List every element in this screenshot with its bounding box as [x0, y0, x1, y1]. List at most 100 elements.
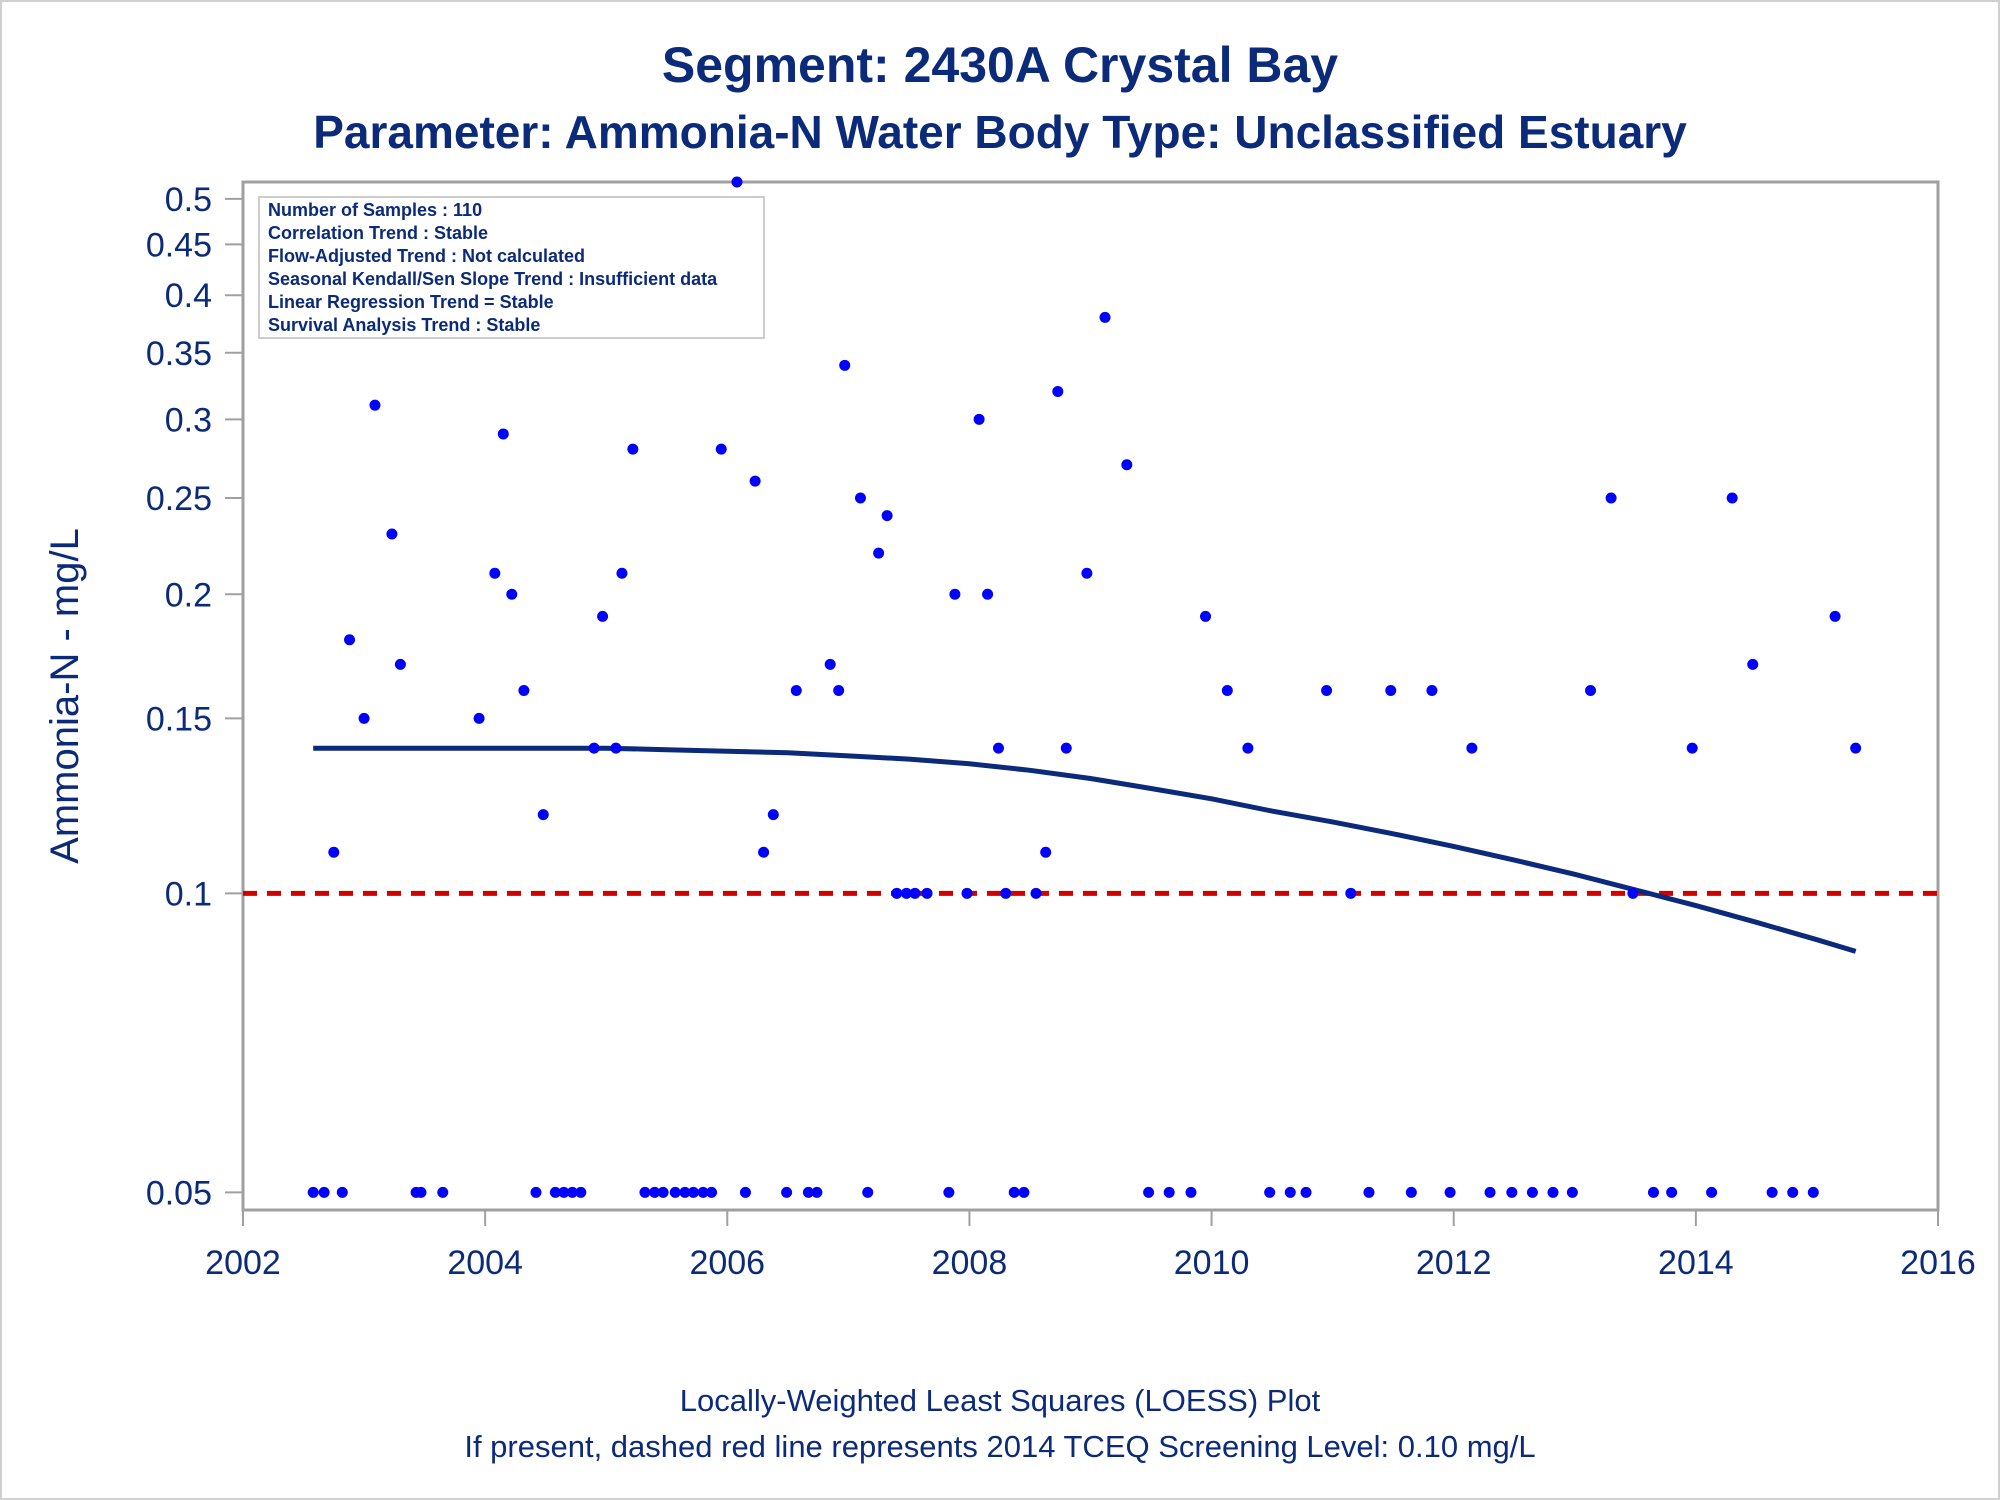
- data-point: [506, 588, 518, 600]
- data-point: [1030, 887, 1042, 899]
- y-tick-label: 0.25: [146, 480, 212, 518]
- data-point: [307, 1186, 319, 1198]
- data-point: [1008, 1186, 1020, 1198]
- data-point: [1018, 1186, 1030, 1198]
- data-point: [839, 359, 851, 371]
- data-point: [597, 610, 609, 622]
- data-point: [530, 1186, 542, 1198]
- data-point: [1850, 742, 1862, 754]
- data-point: [1405, 1186, 1417, 1198]
- y-tick-label: 0.3: [165, 401, 212, 439]
- data-point: [1345, 887, 1357, 899]
- data-point: [1807, 1186, 1819, 1198]
- data-point: [767, 809, 779, 821]
- y-tick-label: 0.2: [165, 576, 212, 614]
- data-point: [1242, 742, 1254, 754]
- data-point: [318, 1186, 330, 1198]
- data-point: [943, 1186, 955, 1198]
- data-point: [1264, 1186, 1276, 1198]
- data-point: [1706, 1186, 1718, 1198]
- data-point: [1163, 1186, 1175, 1198]
- data-point: [758, 846, 770, 858]
- data-point: [386, 528, 398, 540]
- data-point: [497, 428, 509, 440]
- x-axis: 2002 2004 2006 2008 2010 2012 2014 2016: [205, 1210, 1976, 1282]
- data-point: [473, 712, 485, 724]
- data-point: [1200, 610, 1212, 622]
- data-point: [1185, 1186, 1197, 1198]
- data-point: [973, 413, 985, 425]
- data-point: [616, 567, 628, 579]
- data-point: [1081, 567, 1093, 579]
- data-point: [588, 742, 600, 754]
- data-point: [854, 492, 866, 504]
- data-point: [489, 567, 501, 579]
- y-axis: 0.05 0.1 0.15 0.2 0.25 0.3 0.35 0.4 0.45 0.5: [146, 181, 243, 1212]
- data-point: [802, 1186, 814, 1198]
- y-tick-label: 0.35: [146, 335, 212, 373]
- data-point: [1566, 1186, 1578, 1198]
- info-line: Flow-Adjusted Trend : Not calculated: [268, 246, 585, 266]
- x-tick-label: 2006: [689, 1244, 765, 1282]
- data-point: [687, 1186, 699, 1198]
- y-tick-label: 0.15: [146, 700, 212, 738]
- data-point: [1121, 459, 1133, 471]
- data-point: [909, 887, 921, 899]
- data-point: [657, 1186, 669, 1198]
- y-tick-label: 0.5: [165, 181, 212, 219]
- data-point: [649, 1186, 661, 1198]
- data-point: [1484, 1186, 1496, 1198]
- data-point: [881, 510, 893, 522]
- data-point: [669, 1186, 681, 1198]
- data-point: [537, 809, 549, 821]
- data-point: [731, 176, 743, 188]
- data-point: [873, 547, 885, 559]
- data-point: [982, 588, 994, 600]
- data-point: [518, 685, 530, 697]
- data-point: [1666, 1186, 1678, 1198]
- data-point: [610, 742, 622, 754]
- data-point: [344, 634, 356, 646]
- data-point: [833, 685, 845, 697]
- data-point: [328, 846, 340, 858]
- x-tick-label: 2008: [932, 1244, 1008, 1282]
- info-line: Linear Regression Trend = Stable: [268, 292, 554, 312]
- data-point: [369, 399, 381, 411]
- data-point: [1787, 1186, 1799, 1198]
- y-tick-label: 0.45: [146, 226, 212, 264]
- data-point: [1284, 1186, 1296, 1198]
- chart-title: Segment: 2430A Crystal Bay: [662, 37, 1338, 93]
- x-tick-label: 2012: [1416, 1244, 1492, 1282]
- data-point: [1829, 610, 1841, 622]
- x-tick-label: 2010: [1174, 1244, 1250, 1282]
- y-tick-label: 0.05: [146, 1174, 212, 1212]
- info-line: Correlation Trend : Stable: [268, 223, 488, 243]
- data-point: [679, 1186, 691, 1198]
- data-point: [1060, 742, 1072, 754]
- data-point: [1000, 887, 1012, 899]
- data-point: [627, 443, 639, 455]
- data-point: [1052, 385, 1064, 397]
- x-tick-label: 2002: [205, 1244, 281, 1282]
- data-point: [1363, 1186, 1375, 1198]
- data-point: [1686, 742, 1698, 754]
- data-point: [811, 1186, 823, 1198]
- data-point: [415, 1186, 427, 1198]
- y-tick-label: 0.1: [165, 875, 212, 913]
- data-point: [1585, 685, 1597, 697]
- data-point: [1605, 492, 1617, 504]
- info-line: Seasonal Kendall/Sen Slope Trend : Insuf…: [268, 269, 718, 289]
- data-point: [781, 1186, 793, 1198]
- y-tick-label: 0.4: [165, 277, 212, 315]
- data-point: [1747, 658, 1759, 670]
- data-point: [706, 1186, 718, 1198]
- data-point: [891, 887, 903, 899]
- data-point: [1766, 1186, 1778, 1198]
- data-point: [639, 1186, 651, 1198]
- data-point: [749, 475, 761, 487]
- data-point: [1321, 685, 1333, 697]
- data-point: [1221, 685, 1233, 697]
- data-point: [575, 1186, 587, 1198]
- data-point: [437, 1186, 449, 1198]
